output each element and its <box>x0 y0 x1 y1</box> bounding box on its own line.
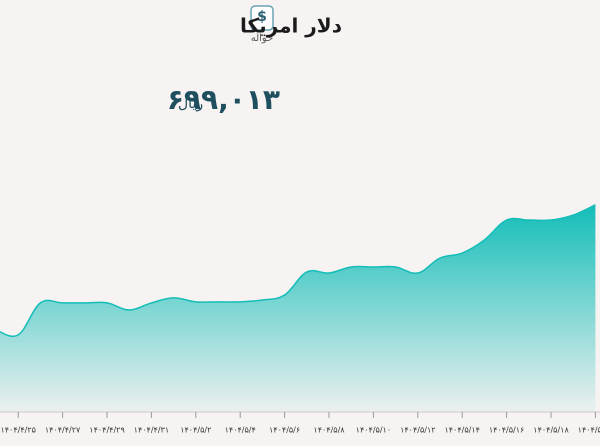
x-tick-label: ۱۴۰۴/۴/۲۹ <box>89 426 124 435</box>
x-tick-label: ۱۴۰۴/۵/۲۰ <box>578 426 600 435</box>
x-tick-label: ۱۴۰۴/۴/۲۵ <box>0 426 35 435</box>
x-tick-label: ۱۴۰۴/۴/۲۷ <box>45 426 81 435</box>
x-tick-label: ۱۴۰۴/۵/۶ <box>269 426 300 435</box>
x-tick-label: ۱۴۰۴/۵/۱۴ <box>444 426 479 435</box>
x-tick-label: ۱۴۰۴/۵/۱۰ <box>356 426 391 435</box>
area <box>0 204 596 412</box>
x-tick-label: ۱۴۰۴/۴/۳۱ <box>134 426 169 435</box>
price-unit: ریال <box>178 96 203 112</box>
area-line <box>0 204 596 338</box>
x-tick-label: ۱۴۰۴/۵/۱۲ <box>400 426 435 435</box>
x-tick-label: ۱۴۰۴/۵/۱۸ <box>533 426 569 435</box>
price: ۶۹۹,۰۱۳ <box>167 83 280 116</box>
plot: ۱۴۰۴/۴/۲۵ ۱۴۰۴/۴/۲۷ ۱۴۰۴/۴/۲۹ ۱۴۰۴/۴/۳۱ ۱۴۰۴… <box>0 204 600 435</box>
currency-icon-box <box>250 5 274 31</box>
title: دلار امریکا <box>240 14 342 38</box>
x-tick-label: ۱۴۰۴/۵/۱۶ <box>489 426 524 435</box>
x-tick-label: ۱۴۰۴/۵/۴ <box>225 426 256 435</box>
currency-icon: $ <box>257 9 267 25</box>
subtitle: حواله <box>251 33 274 44</box>
x-tick-label: ۱۴۰۴/۵/۸ <box>313 426 345 435</box>
x-tick-label: ۱۴۰۴/۵/۲ <box>180 426 211 435</box>
